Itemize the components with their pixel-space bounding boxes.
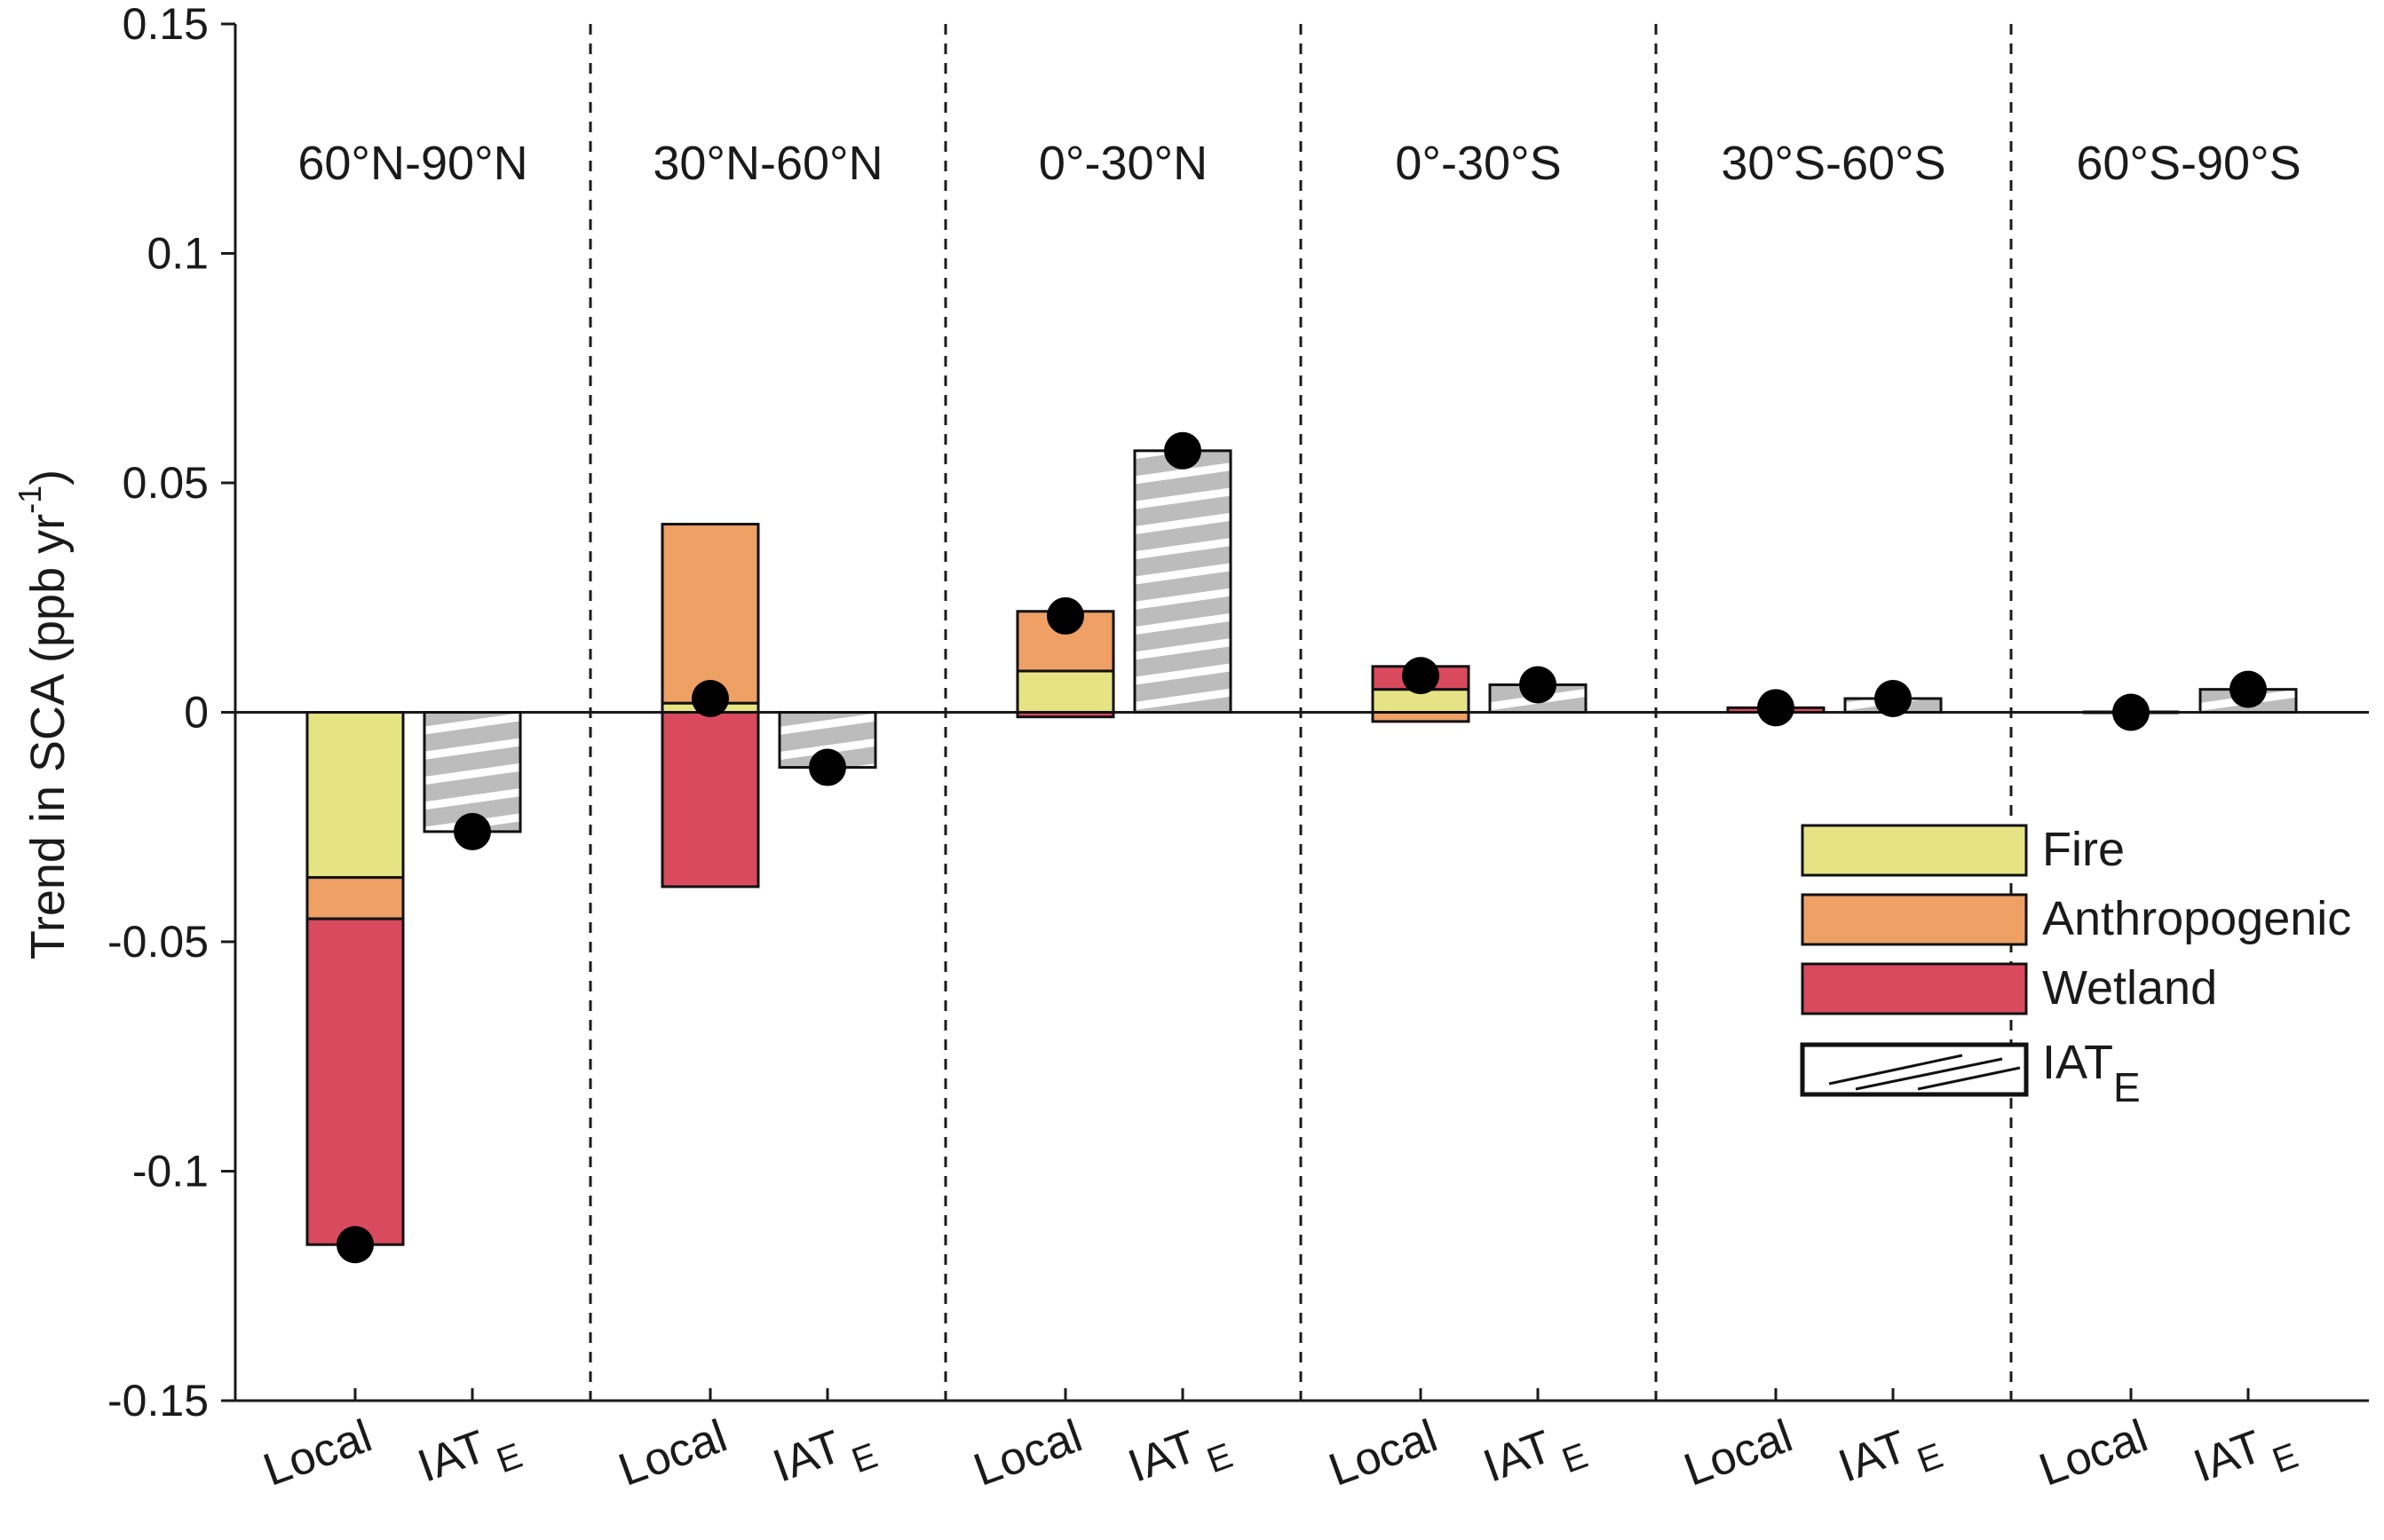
legend-hatch-line [1917, 1066, 2021, 1091]
legend-label-fire: Fire [2042, 823, 2125, 876]
legend-swatch-iat [1800, 1042, 2029, 1097]
region-label: 60°N-90°N [297, 137, 527, 190]
x-tick-label-iat: IATE [2187, 1410, 2303, 1507]
bar-local-anthropogenic [661, 523, 760, 705]
dot-local-net [1402, 657, 1439, 695]
dot-local-net [2112, 693, 2150, 731]
dot-iat [1519, 666, 1556, 704]
bar-local-fire [1016, 669, 1115, 714]
y-tick-label: 0.05 [123, 458, 209, 508]
bar-iat [423, 711, 522, 833]
region-label: 30°S-60°S [1721, 137, 1945, 190]
y-tick-label: 0 [184, 688, 209, 738]
dot-iat [2230, 670, 2267, 708]
x-ticks: Local IATE Local IATE Local IATE Local IATE Loca… [257, 1388, 2303, 1507]
net-trend-dots [337, 431, 2267, 1264]
bar-local-wetland [1016, 711, 1115, 719]
y-axis-label-superscript: -1 [12, 486, 48, 514]
bar-local-fire [305, 711, 405, 880]
bar-local-anthropogenic [1371, 711, 1470, 723]
x-tick-label-iat: IATE [1832, 1410, 1948, 1507]
bars [305, 449, 2298, 1246]
dot-iat [809, 748, 846, 786]
y-tick-label: -0.1 [132, 1147, 209, 1196]
legend-label-iat: IATE [2042, 1036, 2141, 1110]
y-tick-label: 0.15 [123, 0, 209, 49]
x-tick-label-iat-main: IAT [766, 1421, 848, 1493]
x-tick-label-local: Local [1322, 1410, 1444, 1497]
x-tick-label-iat-sub: E [492, 1436, 527, 1481]
dot-local-net [1757, 689, 1794, 727]
x-tick-label-local: Local [967, 1410, 1089, 1497]
dot-local-net [337, 1226, 374, 1264]
y-axis-label: Trend in SCA (ppb yr-1) [12, 470, 75, 960]
y-tick-label: -0.15 [107, 1376, 209, 1425]
x-tick-label-iat-main: IAT [2187, 1421, 2269, 1493]
region-label: 60°S-90°S [2076, 137, 2301, 190]
x-tick-label-iat: IATE [1477, 1410, 1593, 1507]
bar-local-wetland [305, 917, 405, 1246]
x-tick-label-local: Local [257, 1410, 378, 1497]
y-tick-label: 0.1 [147, 229, 209, 279]
x-tick-label-iat: IATE [1121, 1410, 1238, 1507]
x-tick-label-iat: IATE [766, 1410, 883, 1507]
dot-iat [454, 812, 491, 850]
legend-swatch-fire [1801, 824, 2028, 877]
legend-swatch-wetland [1801, 962, 2028, 1015]
legend-hatch-line [1855, 1057, 2003, 1091]
bar-local-wetland [661, 711, 760, 888]
x-tick-label-local: Local [1677, 1410, 1799, 1497]
x-tick-label-local: Local [2032, 1410, 2154, 1497]
legend-label-wetland: Wetland [2042, 961, 2217, 1015]
legend-label-anthropogenic: Anthropogenic [2042, 892, 2351, 945]
x-tick-label-iat-main: IAT [411, 1421, 493, 1493]
region-label: 30°N-60°N [653, 137, 883, 190]
x-tick-label-iat-sub: E [2268, 1436, 2303, 1481]
legend-swatch-anthropogenic [1801, 893, 2028, 946]
x-tick-label-iat-main: IAT [1477, 1421, 1558, 1493]
region-label: 0°-30°N [1039, 137, 1208, 190]
dot-local-net [1047, 596, 1084, 635]
x-tick-label-local: Local [612, 1410, 733, 1497]
dot-iat [1164, 431, 1201, 470]
bar-iat [1133, 449, 1232, 714]
dot-local-net [692, 679, 729, 717]
y-tick-label: -0.05 [107, 917, 209, 967]
x-tick-label-iat: IATE [411, 1410, 527, 1507]
x-tick-label-iat-main: IAT [1832, 1421, 1913, 1493]
legend-label-iat-main: IAT [2042, 1036, 2113, 1089]
region-label: 0°-30°S [1395, 137, 1561, 190]
legend: Fire Anthropogenic Wetland IATE [1800, 823, 2351, 1110]
x-tick-label-iat-sub: E [847, 1436, 883, 1481]
legend-hatch-line [1828, 1054, 1963, 1086]
legend-label-iat-sub: E [2113, 1064, 2141, 1110]
y-ticks: 0.15 0.1 0.05 0 -0.05 -0.1 -0.15 [107, 0, 235, 1425]
bar-local-anthropogenic [305, 876, 405, 920]
region-labels: 60°N-90°N 30°N-60°N 0°-30°N 0°-30°S 30°S-60°… [297, 137, 2301, 190]
x-tick-label-iat-sub: E [1202, 1436, 1238, 1481]
x-tick-label-iat-sub: E [1913, 1436, 1948, 1481]
dot-iat [1874, 679, 1912, 717]
x-tick-label-iat-main: IAT [1121, 1421, 1203, 1493]
x-tick-label-iat-sub: E [1557, 1436, 1593, 1481]
